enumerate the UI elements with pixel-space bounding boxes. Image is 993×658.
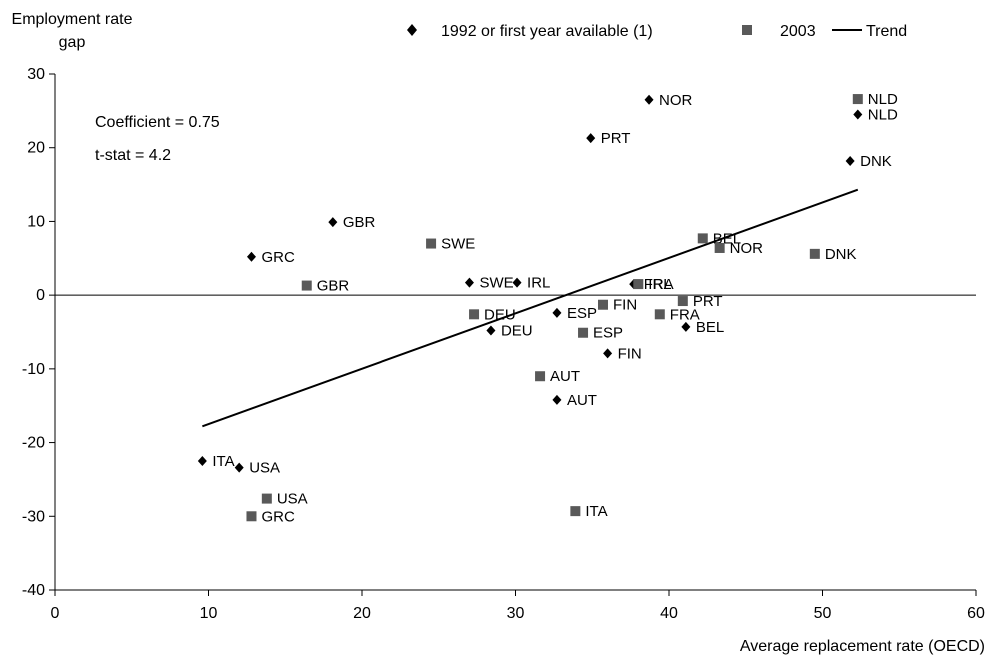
diamond-point-prt <box>586 133 596 144</box>
y-axis-title: Employment rate gap <box>12 11 133 51</box>
x-tick-label: 10 <box>200 605 218 622</box>
y-tick-label: 30 <box>27 66 45 83</box>
point-label-swe: SWE <box>441 236 475 253</box>
legend-label-trend: Trend <box>866 23 907 40</box>
diamond-point-aut <box>552 394 562 405</box>
y-axis-title-line2: gap <box>59 34 86 51</box>
annotation-coefficient: Coefficient = 0.75 <box>95 114 220 131</box>
y-tick-label: -20 <box>22 435 45 452</box>
diamond-point-gbr <box>328 217 338 228</box>
square-point-bel <box>697 233 708 244</box>
diamond-point-ita <box>197 456 207 466</box>
square-point-ita <box>570 506 581 517</box>
legend: 1992 or first year available (1) 2003 Tr… <box>407 23 907 40</box>
legend-square-marker <box>742 25 752 35</box>
trend-line-layer <box>202 188 859 428</box>
square-point-fra <box>654 309 665 320</box>
point-label-prt: PRT <box>693 293 723 310</box>
point-label-deu: DEU <box>484 306 516 323</box>
square-point-fin <box>597 299 608 310</box>
point-label-ita: ITA <box>585 503 607 520</box>
square-point-deu <box>469 309 480 320</box>
y-tick-label: 0 <box>36 287 45 304</box>
point-label-nor: NOR <box>730 240 764 257</box>
point-label-nld: NLD <box>868 91 898 108</box>
x-tick-label: 60 <box>967 605 985 622</box>
point-label-irl: IRL <box>648 276 671 293</box>
square-point-esp <box>578 327 589 338</box>
diamond-point-dnk <box>845 155 855 166</box>
square-point-nld <box>852 94 863 105</box>
square-point-usa <box>261 493 272 504</box>
square-point-dnk <box>809 248 820 259</box>
x-tick-label: 0 <box>51 605 60 622</box>
point-label-fra: FRA <box>644 276 674 293</box>
point-label-swe: SWE <box>479 275 513 292</box>
diamond-point-usa <box>234 462 244 473</box>
annotation-t-stat: t-stat = 4.2 <box>95 147 171 164</box>
diamond-point-esp <box>552 307 562 318</box>
point-label-prt: PRT <box>601 130 631 147</box>
y-tick-label: 10 <box>27 213 45 230</box>
legend-label-1992: 1992 or first year available (1) <box>441 23 653 40</box>
legend-label-2003: 2003 <box>780 23 816 40</box>
point-label-grc: GRC <box>261 508 295 525</box>
square-point-nor <box>714 242 725 253</box>
point-label-aut: AUT <box>550 368 580 385</box>
x-tick-label: 30 <box>507 605 525 622</box>
point-label-nld: NLD <box>868 107 898 124</box>
diamond-point-fin <box>603 348 613 359</box>
x-tick-label: 40 <box>660 605 678 622</box>
square-point-prt <box>677 296 688 307</box>
legend-diamond-marker <box>407 24 417 36</box>
point-label-fra: FRA <box>670 306 700 323</box>
x-tick-label: 20 <box>353 605 371 622</box>
point-label-dnk: DNK <box>860 153 892 170</box>
point-label-usa: USA <box>249 460 280 477</box>
diamond-point-deu <box>486 325 496 336</box>
square-point-irl <box>633 279 644 290</box>
square-point-swe <box>426 238 437 249</box>
point-label-usa: USA <box>277 491 308 508</box>
point-label-gbr: GBR <box>317 278 350 295</box>
y-axis-title-line1: Employment rate <box>12 11 133 28</box>
point-label-fin: FIN <box>618 345 642 362</box>
y-tick-label: -40 <box>22 582 45 599</box>
point-label-deu: DEU <box>501 323 533 340</box>
point-label-grc: GRC <box>261 249 295 266</box>
square-point-grc <box>246 511 257 522</box>
point-label-dnk: DNK <box>825 246 857 263</box>
point-label-irl: IRL <box>527 275 550 292</box>
point-label-gbr: GBR <box>343 214 376 231</box>
point-label-ita: ITA <box>212 453 234 470</box>
point-label-esp: ESP <box>567 305 597 322</box>
point-label-fin: FIN <box>613 297 637 314</box>
diamond-point-grc <box>246 251 256 262</box>
square-point-aut <box>535 371 546 382</box>
square-point-gbr <box>301 280 312 291</box>
point-label-nor: NOR <box>659 92 693 109</box>
diamond-point-irl <box>512 277 522 288</box>
diamond-point-nor <box>644 94 654 105</box>
trend-line <box>202 188 859 428</box>
x-tick-label: 50 <box>814 605 832 622</box>
diamond-point-nld <box>853 109 863 120</box>
axes: -40 -30 -20 -10 0 10 20 30 0 10 20 30 40 50 60 <box>22 66 985 622</box>
point-label-esp: ESP <box>593 325 623 342</box>
y-tick-label: -30 <box>22 508 45 525</box>
diamond-point-swe <box>464 277 474 288</box>
diamond-point-bel <box>681 321 691 332</box>
point-label-bel: BEL <box>696 319 724 336</box>
x-axis-title: Average replacement rate (OECD) <box>740 638 985 655</box>
y-tick-label: 20 <box>27 140 45 157</box>
point-label-aut: AUT <box>567 392 597 409</box>
y-tick-label: -10 <box>22 361 45 378</box>
